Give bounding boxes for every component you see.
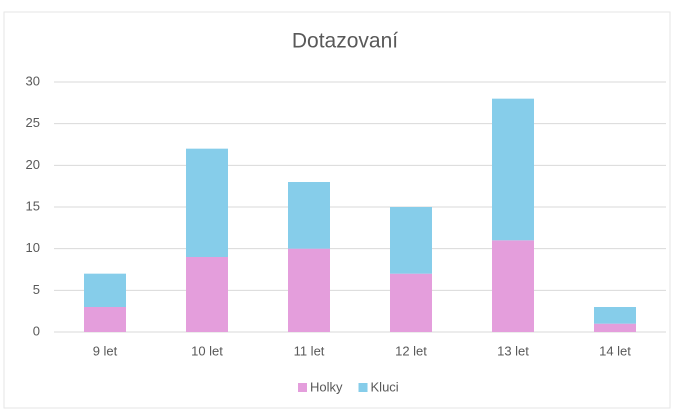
bar-segment: [84, 307, 126, 332]
bar-segment: [492, 98, 534, 241]
legend-label: Kluci: [371, 379, 399, 394]
y-tick-label: 5: [33, 282, 40, 297]
y-tick-label: 15: [26, 198, 40, 213]
bar-segment: [288, 182, 330, 249]
bar-segment: [186, 148, 228, 257]
bar-segment: [390, 207, 432, 274]
bar-segment: [288, 248, 330, 332]
y-tick-label: 10: [26, 240, 40, 255]
x-tick-label: 9 let: [93, 343, 118, 358]
y-tick-label: 20: [26, 157, 40, 172]
x-tick-label: 11 let: [294, 343, 325, 358]
y-tick-label: 25: [26, 115, 40, 130]
bar-segment: [84, 273, 126, 307]
x-tick-label: 12 let: [395, 343, 427, 358]
bar-segment: [186, 257, 228, 332]
x-tick-label: 10 let: [191, 343, 223, 358]
legend-label: Holky: [310, 379, 343, 394]
y-tick-label: 30: [26, 73, 40, 88]
y-tick-label: 0: [33, 323, 40, 338]
x-tick-label: 14 let: [599, 343, 631, 358]
bar-segment: [390, 273, 432, 332]
legend-swatch: [358, 383, 368, 392]
bar-segment: [594, 323, 636, 332]
legend-swatch: [298, 383, 307, 392]
chart-title: Dotazovaní: [292, 30, 398, 53]
bar-segment: [492, 240, 534, 332]
chart-frame: [3, 11, 671, 409]
x-tick-label: 13 let: [497, 343, 529, 358]
bar-segment: [594, 307, 636, 324]
